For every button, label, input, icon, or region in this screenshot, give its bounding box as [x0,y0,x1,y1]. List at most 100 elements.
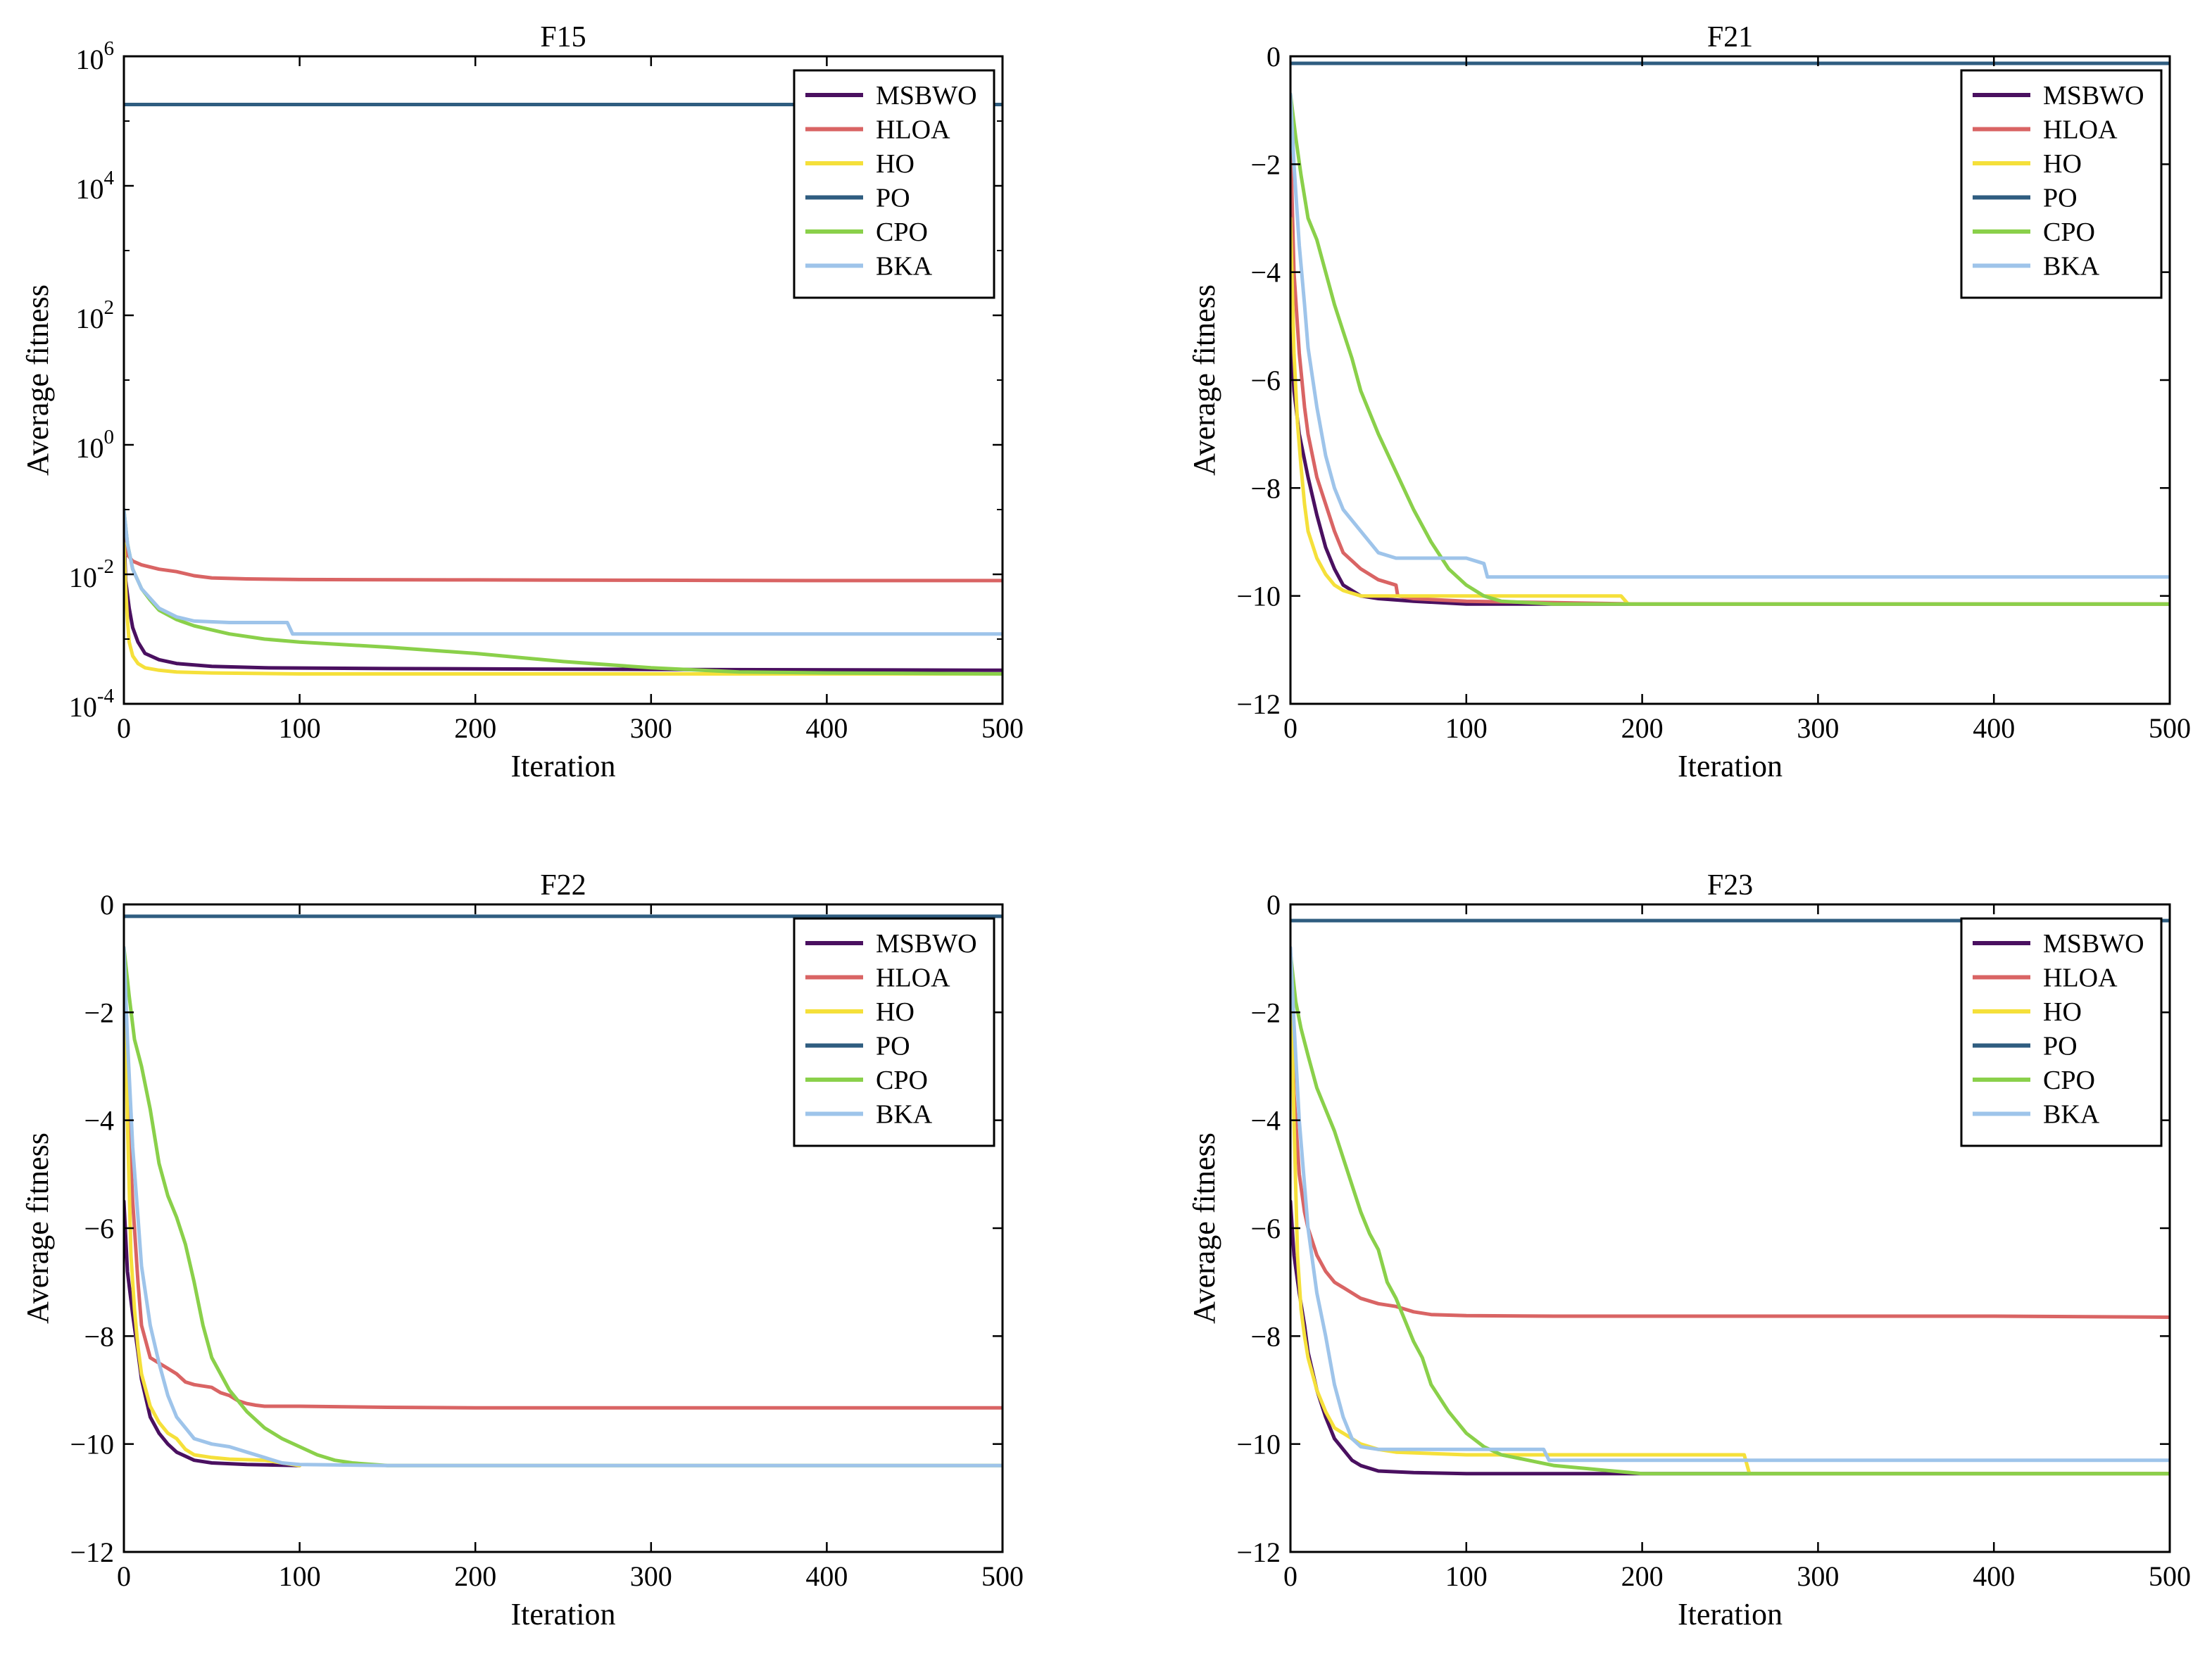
legend-label: CPO [876,1066,928,1095]
y-axis-label: Average fitness [1187,1132,1221,1324]
y-tick-label: −4 [1250,257,1281,289]
x-tick-label: 0 [117,1560,131,1592]
y-tick-label: −4 [84,1105,114,1137]
y-tick-label: 102 [76,296,115,334]
legend-label: HO [2043,997,2082,1027]
y-tick-label: −6 [84,1213,114,1244]
legend-label: MSBWO [2043,81,2144,111]
x-tick-label: 300 [1797,1560,1839,1592]
series-line-cpo [1290,951,2170,1476]
legend-item-hloa: HLOA [1973,115,2118,145]
x-tick-label: 0 [1283,1560,1297,1592]
legend-item-ho: HO [805,997,915,1027]
x-tick-label: 400 [805,712,848,744]
x-axis-label: Iteration [1678,749,1783,783]
legend-label: HLOA [876,115,950,145]
legend-item-msbwo: MSBWO [1973,929,2144,959]
legend-item-hloa: HLOA [805,115,950,145]
legend-label: BKA [876,252,933,282]
y-tick-label: −8 [1250,472,1281,504]
y-tick-label: 106 [76,37,115,75]
legend-item-po: PO [1973,184,2078,213]
legend-label: HO [876,997,915,1027]
legend-label: MSBWO [876,929,977,959]
y-tick-label: 100 [76,426,115,464]
series-lines [124,103,1003,676]
legend-label: HO [2043,149,2082,179]
y-tick-label: −8 [1250,1320,1281,1352]
y-tick-label: −12 [1236,1536,1281,1568]
legend-label: MSBWO [876,81,977,111]
x-tick-label: 300 [630,1560,672,1592]
x-tick-label: 100 [279,1560,321,1592]
chart-panel-f23: 0 100 200 300 400 500 0 −2 −4 −6 −8 −10 −12 F23 Iterat… [1187,869,2191,1631]
legend-item-bka: BKA [805,252,933,282]
x-axis-label: Iteration [510,1597,615,1631]
legend: MSBWO HLOA HO PO CPO BKA [1960,69,2163,299]
y-tick-label: −12 [70,1536,114,1568]
legend-label: PO [2043,1032,2078,1061]
series-lines [124,914,1003,1467]
y-tick-label: −10 [70,1429,114,1460]
x-tick-label: 500 [2149,1560,2191,1592]
y-tick-label: −10 [1236,581,1281,612]
y-tick-label: 0 [1267,889,1281,921]
series-line-bka [124,507,1003,636]
legend-item-msbwo: MSBWO [805,81,977,111]
legend-item-cpo: CPO [805,1066,928,1095]
series-line-bka [1290,92,2170,579]
x-tick-label: 500 [981,1560,1024,1592]
legend-label: BKA [2043,252,2100,282]
x-tick-label: 300 [630,712,672,744]
legend-label: CPO [2043,217,2095,247]
y-tick-label: −10 [1236,1429,1281,1460]
y-tick-label: 0 [1267,41,1281,72]
x-tick-label: 400 [805,1560,848,1592]
series-line-ho [1290,216,2170,606]
legend-box [793,69,995,299]
x-tick-label: 500 [981,712,1024,744]
x-tick-label: 0 [117,712,131,744]
x-tick-label: 200 [454,712,496,744]
y-tick-label: −2 [1250,149,1281,180]
legend-label: BKA [876,1100,933,1130]
y-tick-label: 104 [76,167,115,205]
legend-label: HLOA [2043,115,2118,145]
legend-item-bka: BKA [1973,252,2100,282]
legend-item-po: PO [805,184,910,213]
y-axis-label: Average fitness [1187,284,1221,476]
legend-label: PO [2043,184,2078,213]
series-line-ho [124,541,1003,676]
x-tick-label: 400 [1973,1560,2015,1592]
legend-item-po: PO [805,1032,910,1061]
series-lines [1290,61,2170,606]
legend-item-msbwo: MSBWO [805,929,977,959]
legend-label: HO [876,149,915,179]
legend-label: CPO [876,217,928,247]
y-tick-label: −12 [1236,688,1281,720]
series-line-hloa [124,522,1003,583]
legend-item-hloa: HLOA [1973,964,2118,993]
chart-title: F23 [1707,869,1753,902]
x-tick-label: 500 [2149,712,2191,744]
chart-title: F22 [540,869,586,902]
legend-label: CPO [2043,1066,2095,1095]
legend-label: HLOA [2043,964,2118,993]
series-line-hloa [124,957,1003,1410]
legend-item-cpo: CPO [1973,1066,2095,1095]
x-tick-label: 100 [1445,1560,1488,1592]
y-tick-label: 10-2 [69,555,114,593]
x-axis-label: Iteration [510,749,615,783]
legend-item-msbwo: MSBWO [1973,81,2144,111]
y-axis-label: Average fitness [20,1132,55,1324]
x-tick-label: 200 [454,1560,496,1592]
legend-label: PO [876,184,910,213]
x-tick-label: 300 [1797,712,1839,744]
x-tick-label: 200 [1621,712,1664,744]
legend-box [1960,917,2163,1147]
legend: MSBWO HLOA HO PO CPO BKA [793,69,995,299]
x-axis-label: Iteration [1678,1597,1783,1631]
y-tick-label: 10-4 [69,685,115,723]
x-tick-label: 100 [1445,712,1488,744]
